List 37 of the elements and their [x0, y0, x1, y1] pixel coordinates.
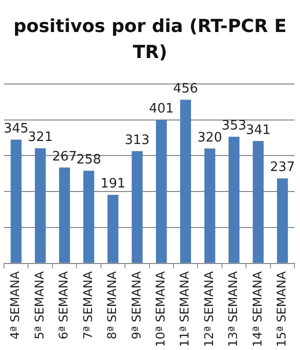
- bar: [204, 148, 216, 263]
- data-label: 341: [246, 122, 271, 138]
- data-label: 456: [173, 82, 198, 97]
- x-tick-label: 15ª SEMANA: [274, 270, 289, 347]
- bar: [180, 100, 192, 263]
- bar: [156, 120, 167, 263]
- x-tick-label: 11ª SEMANA: [178, 270, 192, 347]
- bar: [83, 170, 94, 263]
- x-tick-label: 12ª SEMANA: [202, 270, 216, 347]
- bar: [228, 136, 240, 263]
- chart-title: positivos por dia (RT-PCR E TR): [12, 15, 288, 65]
- x-tick-label: 4ª SEMANA: [8, 270, 22, 340]
- data-label: 267: [52, 149, 77, 164]
- data-label: 353: [222, 118, 246, 134]
- data-label: 191: [100, 176, 126, 192]
- bar: [276, 178, 288, 263]
- x-tick-label: 5ª SEMANA: [32, 270, 46, 340]
- data-label: 345: [4, 121, 29, 136]
- x-tick-label: 14ª SEMANA: [250, 270, 264, 347]
- bar: [34, 148, 46, 263]
- data-label: 258: [76, 152, 102, 168]
- x-tick-label: 6ª SEMANA: [56, 270, 71, 340]
- bar: [10, 140, 22, 263]
- data-label: 321: [28, 130, 53, 146]
- bar: [108, 194, 118, 263]
- data-label: 237: [270, 160, 295, 176]
- data-label: 313: [124, 132, 150, 148]
- data-label: 401: [148, 101, 174, 116]
- x-tick-label: 13ª SEMANA: [226, 270, 240, 347]
- bar: [59, 168, 70, 263]
- data-label: 320: [197, 130, 222, 146]
- x-tick-label: 10ª SEMANA: [154, 270, 168, 347]
- x-tick-label: 8ª SEMANA: [105, 270, 120, 340]
- bar: [132, 151, 143, 263]
- x-tick-label: 7ª SEMANA: [80, 270, 95, 340]
- x-tick-label: 9ª SEMANA: [129, 270, 144, 340]
- bar: [252, 141, 264, 263]
